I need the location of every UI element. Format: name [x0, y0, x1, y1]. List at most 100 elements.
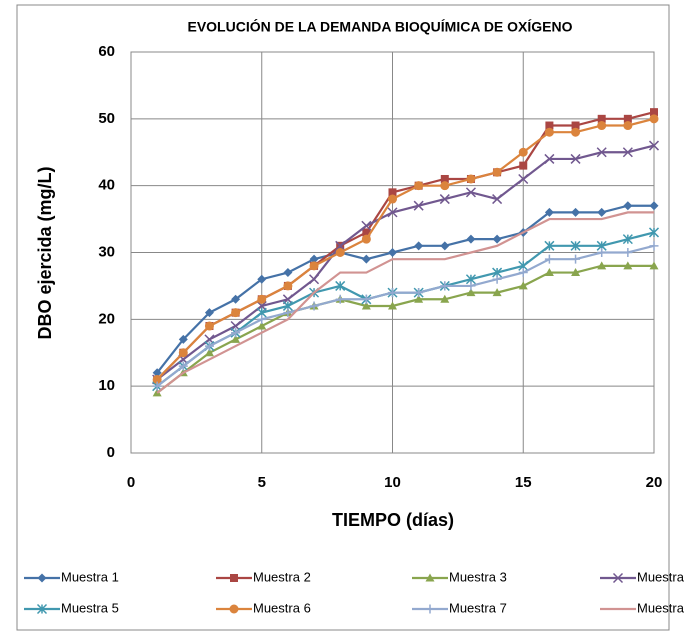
marker [440, 174, 449, 183]
marker [335, 294, 345, 304]
marker [361, 294, 371, 304]
y-tick-label: 60 [98, 43, 115, 60]
marker [231, 328, 241, 338]
marker [518, 173, 529, 185]
marker [623, 121, 633, 131]
marker [439, 194, 450, 205]
marker [257, 294, 267, 304]
marker [622, 147, 633, 158]
legend-label: Muestra 3 [449, 569, 507, 584]
marker [204, 308, 214, 318]
marker [414, 241, 424, 251]
legend-label: Muestra 6 [253, 600, 311, 615]
y-axis-label: DBO ejercida (mg/L) [35, 166, 55, 339]
x-tick-label: 15 [515, 474, 532, 491]
series-line [156, 211, 654, 394]
marker [597, 121, 607, 131]
marker [623, 248, 633, 257]
marker [361, 254, 371, 264]
legend-label: Muestra 4 [637, 569, 686, 584]
marker [231, 308, 241, 318]
marker [37, 573, 47, 583]
marker [388, 248, 397, 257]
marker [544, 207, 554, 217]
marker [544, 240, 555, 251]
marker [440, 294, 450, 303]
marker [597, 248, 607, 257]
marker [204, 341, 214, 351]
marker [466, 174, 476, 184]
marker [440, 181, 450, 191]
marker [414, 288, 424, 298]
marker [649, 201, 659, 211]
marker [466, 288, 476, 297]
marker [178, 348, 188, 358]
y-tick-label: 0 [107, 444, 115, 461]
marker [388, 301, 397, 310]
marker [649, 261, 659, 270]
legend-label: Muestra 5 [61, 600, 119, 615]
marker [335, 280, 346, 291]
x-tick-label: 0 [127, 474, 135, 491]
marker [414, 294, 424, 303]
marker [466, 281, 476, 291]
marker [257, 274, 267, 284]
marker [648, 227, 660, 238]
marker [518, 147, 528, 157]
legend-label: Muestra 2 [253, 569, 311, 584]
chart-title: EVOLUCIÓN DE LA DEMANDA BIOQUÍMICA DE OX… [187, 18, 572, 35]
marker [152, 374, 162, 384]
marker [650, 108, 658, 117]
marker [544, 127, 554, 137]
marker [570, 153, 581, 164]
marker [518, 281, 528, 290]
y-tick-label: 10 [98, 377, 115, 394]
y-tick-label: 50 [98, 110, 115, 127]
marker [492, 288, 502, 297]
marker [492, 274, 502, 284]
marker [544, 268, 554, 277]
marker [544, 153, 555, 164]
x-tick-label: 10 [384, 474, 401, 491]
marker [571, 268, 581, 277]
marker [362, 228, 371, 237]
marker [178, 361, 188, 371]
marker [388, 288, 397, 298]
x-axis-label: TIEMPO (días) [332, 510, 454, 530]
marker [283, 268, 293, 278]
marker [204, 348, 214, 357]
marker [309, 254, 319, 264]
marker [440, 241, 450, 251]
legend-label: Muestra 1 [61, 569, 119, 584]
marker [623, 261, 633, 270]
marker [36, 603, 48, 615]
marker [152, 368, 162, 378]
marker [387, 207, 398, 218]
marker [413, 200, 424, 211]
marker [152, 381, 162, 391]
marker [425, 573, 435, 582]
marker [229, 604, 239, 614]
y-tick-label: 40 [98, 177, 115, 194]
marker [361, 234, 371, 244]
chart-border [16, 4, 670, 631]
marker [597, 114, 606, 123]
plot-border [130, 51, 655, 454]
marker [649, 241, 659, 251]
x-tick-label: 20 [646, 474, 663, 491]
marker [335, 240, 346, 251]
marker [204, 321, 214, 331]
marker [231, 334, 241, 343]
marker [649, 114, 659, 124]
marker [440, 281, 450, 291]
marker [492, 194, 503, 205]
marker [597, 261, 607, 270]
marker [309, 274, 320, 285]
marker [257, 321, 267, 330]
marker [230, 574, 238, 582]
marker [571, 254, 581, 264]
marker [178, 334, 188, 344]
marker [231, 294, 241, 304]
marker [388, 194, 397, 204]
